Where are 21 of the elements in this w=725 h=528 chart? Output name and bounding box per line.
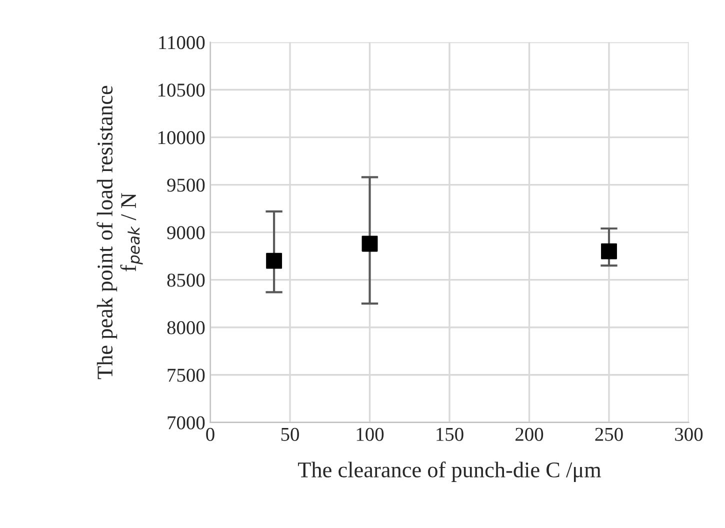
y-tick-label: 10000 — [158, 131, 205, 144]
x-tick-label: 50 — [281, 428, 299, 441]
y-tick-label: 8000 — [167, 321, 205, 334]
x-tick-label: 150 — [436, 428, 464, 441]
y-tick-label: 9000 — [167, 226, 205, 240]
x-axis-title: The clearance of punch-die C /μm — [298, 462, 602, 482]
y-tick-label: 10500 — [158, 84, 205, 97]
y-tick-label: 11000 — [159, 36, 205, 50]
point — [266, 252, 282, 269]
y-tick-label: 8500 — [167, 274, 205, 287]
y-axis-title: The peak point of load resistance f$_{peak}$ / N — [96, 86, 143, 380]
point — [362, 236, 378, 252]
y-tick-label: 7000 — [168, 416, 205, 430]
x-tick-label: 300 — [675, 428, 703, 441]
x-tick-label: 0 — [206, 428, 214, 441]
x-tick-label: 250 — [595, 428, 623, 441]
y-tick-label: 7500 — [168, 368, 205, 382]
y-tick-label: 9500 — [167, 178, 205, 192]
x-tick-label: 100 — [356, 428, 384, 441]
point — [601, 243, 617, 260]
x-tick-label: 200 — [516, 428, 544, 441]
